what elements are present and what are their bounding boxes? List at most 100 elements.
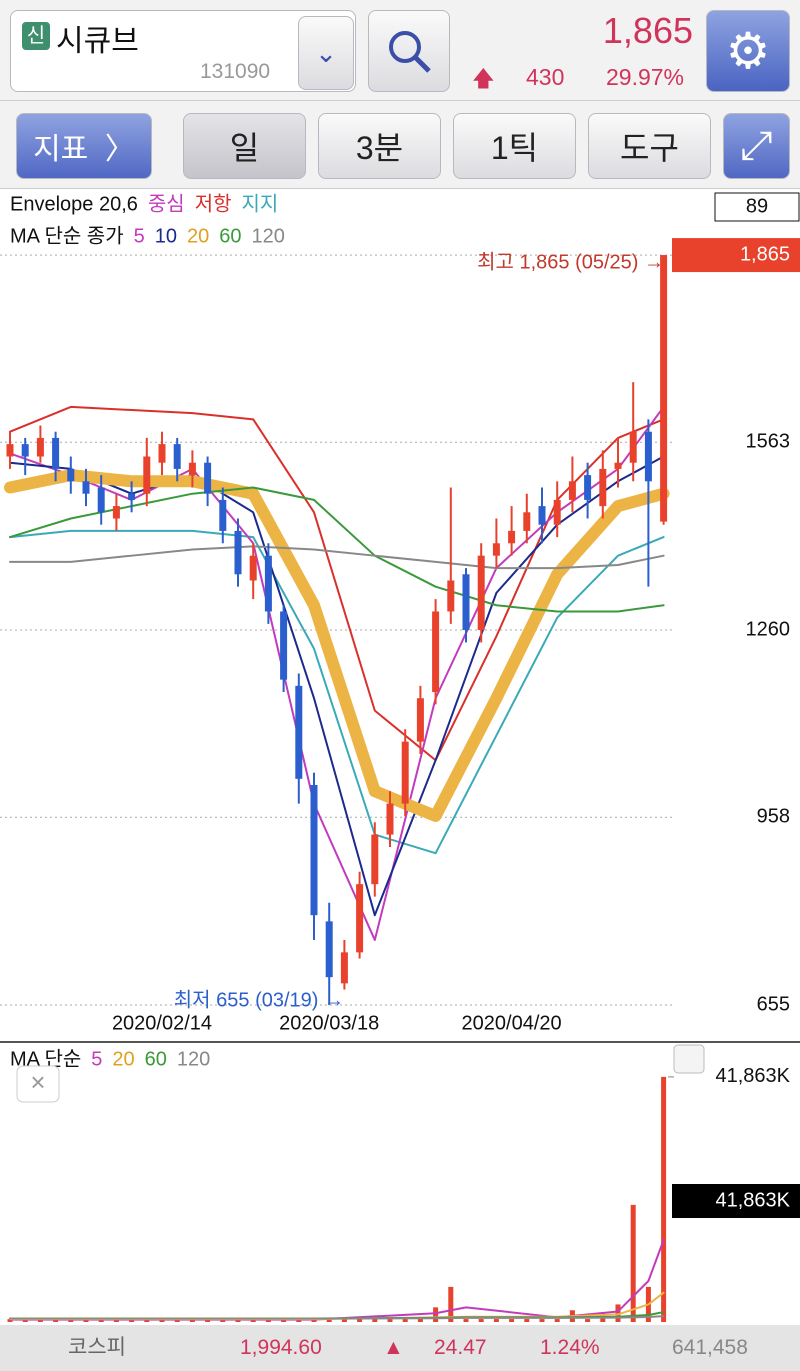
legend-entry: 120 xyxy=(177,1048,210,1070)
header: 신 시큐브 131090 ⌄ 1,865 🡅 430 29.97% ⚙ xyxy=(0,0,800,101)
stock-name: 시큐브 xyxy=(56,25,139,58)
ma-line xyxy=(9,474,665,817)
bar xyxy=(387,1319,393,1322)
candle-body xyxy=(538,506,546,525)
candle-body xyxy=(614,462,622,469)
candle-body xyxy=(492,543,500,556)
candle-body xyxy=(21,444,29,457)
candle-body xyxy=(234,530,242,575)
legend-entry: 20 xyxy=(112,1048,134,1070)
legend-title: MA 단순 xyxy=(10,1047,81,1070)
badge: 신 xyxy=(22,22,50,50)
bar xyxy=(585,1319,591,1322)
legend-entry: 5 xyxy=(134,225,145,247)
legend-entry: 60 xyxy=(145,1048,167,1070)
candle-body xyxy=(401,741,409,804)
candle-body xyxy=(128,493,136,500)
candle-body xyxy=(204,462,212,494)
candle-body xyxy=(158,444,166,463)
candle-body xyxy=(173,444,181,469)
legend-entry: 60 xyxy=(219,225,241,247)
legend-entry: 10 xyxy=(155,225,177,247)
indicator-button[interactable]: 지표 〉 xyxy=(16,113,152,179)
price: 1,865 xyxy=(602,10,693,51)
legend-entry: 20 xyxy=(187,225,209,247)
bar xyxy=(326,1319,332,1322)
candle-body xyxy=(52,437,60,469)
ma-line xyxy=(9,545,665,570)
ma-line xyxy=(9,1239,665,1321)
x-tick-label: 2020/03/18 xyxy=(279,1012,379,1034)
candle-body xyxy=(112,506,120,519)
index-value: 1,994.60 xyxy=(240,1336,322,1359)
ma-line xyxy=(9,405,665,941)
index-volume: 641,458 xyxy=(672,1336,748,1359)
candle-body xyxy=(432,611,440,693)
tick-button[interactable]: 1틱 xyxy=(453,113,576,179)
bar xyxy=(357,1319,363,1322)
candle-body xyxy=(6,444,14,457)
tick-label: 1틱 xyxy=(490,130,539,166)
y-tick-label: 1260 xyxy=(746,618,791,640)
candle-body xyxy=(629,431,637,463)
candle-body xyxy=(386,803,394,835)
low-annotation: 최저 655 (03/19) → xyxy=(174,988,344,1011)
candle-body xyxy=(523,512,531,531)
period-button[interactable]: 일 xyxy=(183,113,306,179)
candle-body xyxy=(371,834,379,885)
candle-body xyxy=(416,698,424,742)
candle-body xyxy=(264,555,272,612)
dropdown[interactable]: ⌄ xyxy=(298,16,354,90)
bar xyxy=(615,1304,621,1322)
bar xyxy=(341,1319,347,1322)
candle-body xyxy=(82,481,90,494)
candle-body xyxy=(477,555,485,631)
candle-body xyxy=(599,468,607,507)
stock-code: 131090 xyxy=(200,60,271,83)
index-change: 24.47 xyxy=(434,1336,487,1359)
candle-body xyxy=(568,481,576,500)
change-rate: 29.97% xyxy=(606,64,685,90)
ma-line xyxy=(9,455,665,917)
candle-body xyxy=(356,884,364,953)
search[interactable] xyxy=(368,10,450,92)
y-tick-label: 958 xyxy=(757,806,790,828)
tools-button[interactable]: 도구 xyxy=(588,113,711,179)
bar xyxy=(463,1319,469,1322)
index-rate: 1.24% xyxy=(540,1336,600,1359)
legend-entry: 5 xyxy=(91,1048,102,1070)
close-button xyxy=(16,1065,60,1103)
candle-body xyxy=(188,462,196,476)
candle-body xyxy=(295,685,303,779)
bar xyxy=(661,1076,667,1322)
high-annotation: 최고 1,865 (05/25) → xyxy=(477,250,664,273)
current-volume-box xyxy=(672,1184,800,1218)
bar xyxy=(509,1319,515,1322)
candle-body xyxy=(143,456,151,494)
candle-body xyxy=(660,255,668,522)
bar xyxy=(402,1319,408,1322)
up-arrow: 🡅 xyxy=(472,66,495,91)
bar xyxy=(433,1307,439,1322)
candle-body xyxy=(325,921,333,978)
bar xyxy=(478,1319,484,1322)
ma-line xyxy=(9,1291,665,1321)
candle-body xyxy=(97,487,105,513)
index-arrow: ▲ xyxy=(383,1336,404,1359)
legend-entry: 중심 xyxy=(148,192,185,215)
footer: 코스피 1,994.60 ▲ 24.47 1.24% 641,458 xyxy=(0,1325,800,1371)
bar xyxy=(630,1204,636,1322)
legend-title: MA 단순 종가 xyxy=(10,224,124,247)
candle-body xyxy=(644,431,652,482)
settings[interactable]: ⚙ xyxy=(706,10,790,92)
bar xyxy=(493,1319,499,1322)
expand-button[interactable]: ⤢ xyxy=(723,113,790,179)
scale-button xyxy=(673,1044,705,1074)
ma-line xyxy=(9,405,665,762)
candle-body xyxy=(553,499,561,525)
bar xyxy=(417,1319,423,1322)
minute-button[interactable]: 3분 xyxy=(318,113,441,179)
y-tick-label: 41,863K xyxy=(715,1065,790,1087)
